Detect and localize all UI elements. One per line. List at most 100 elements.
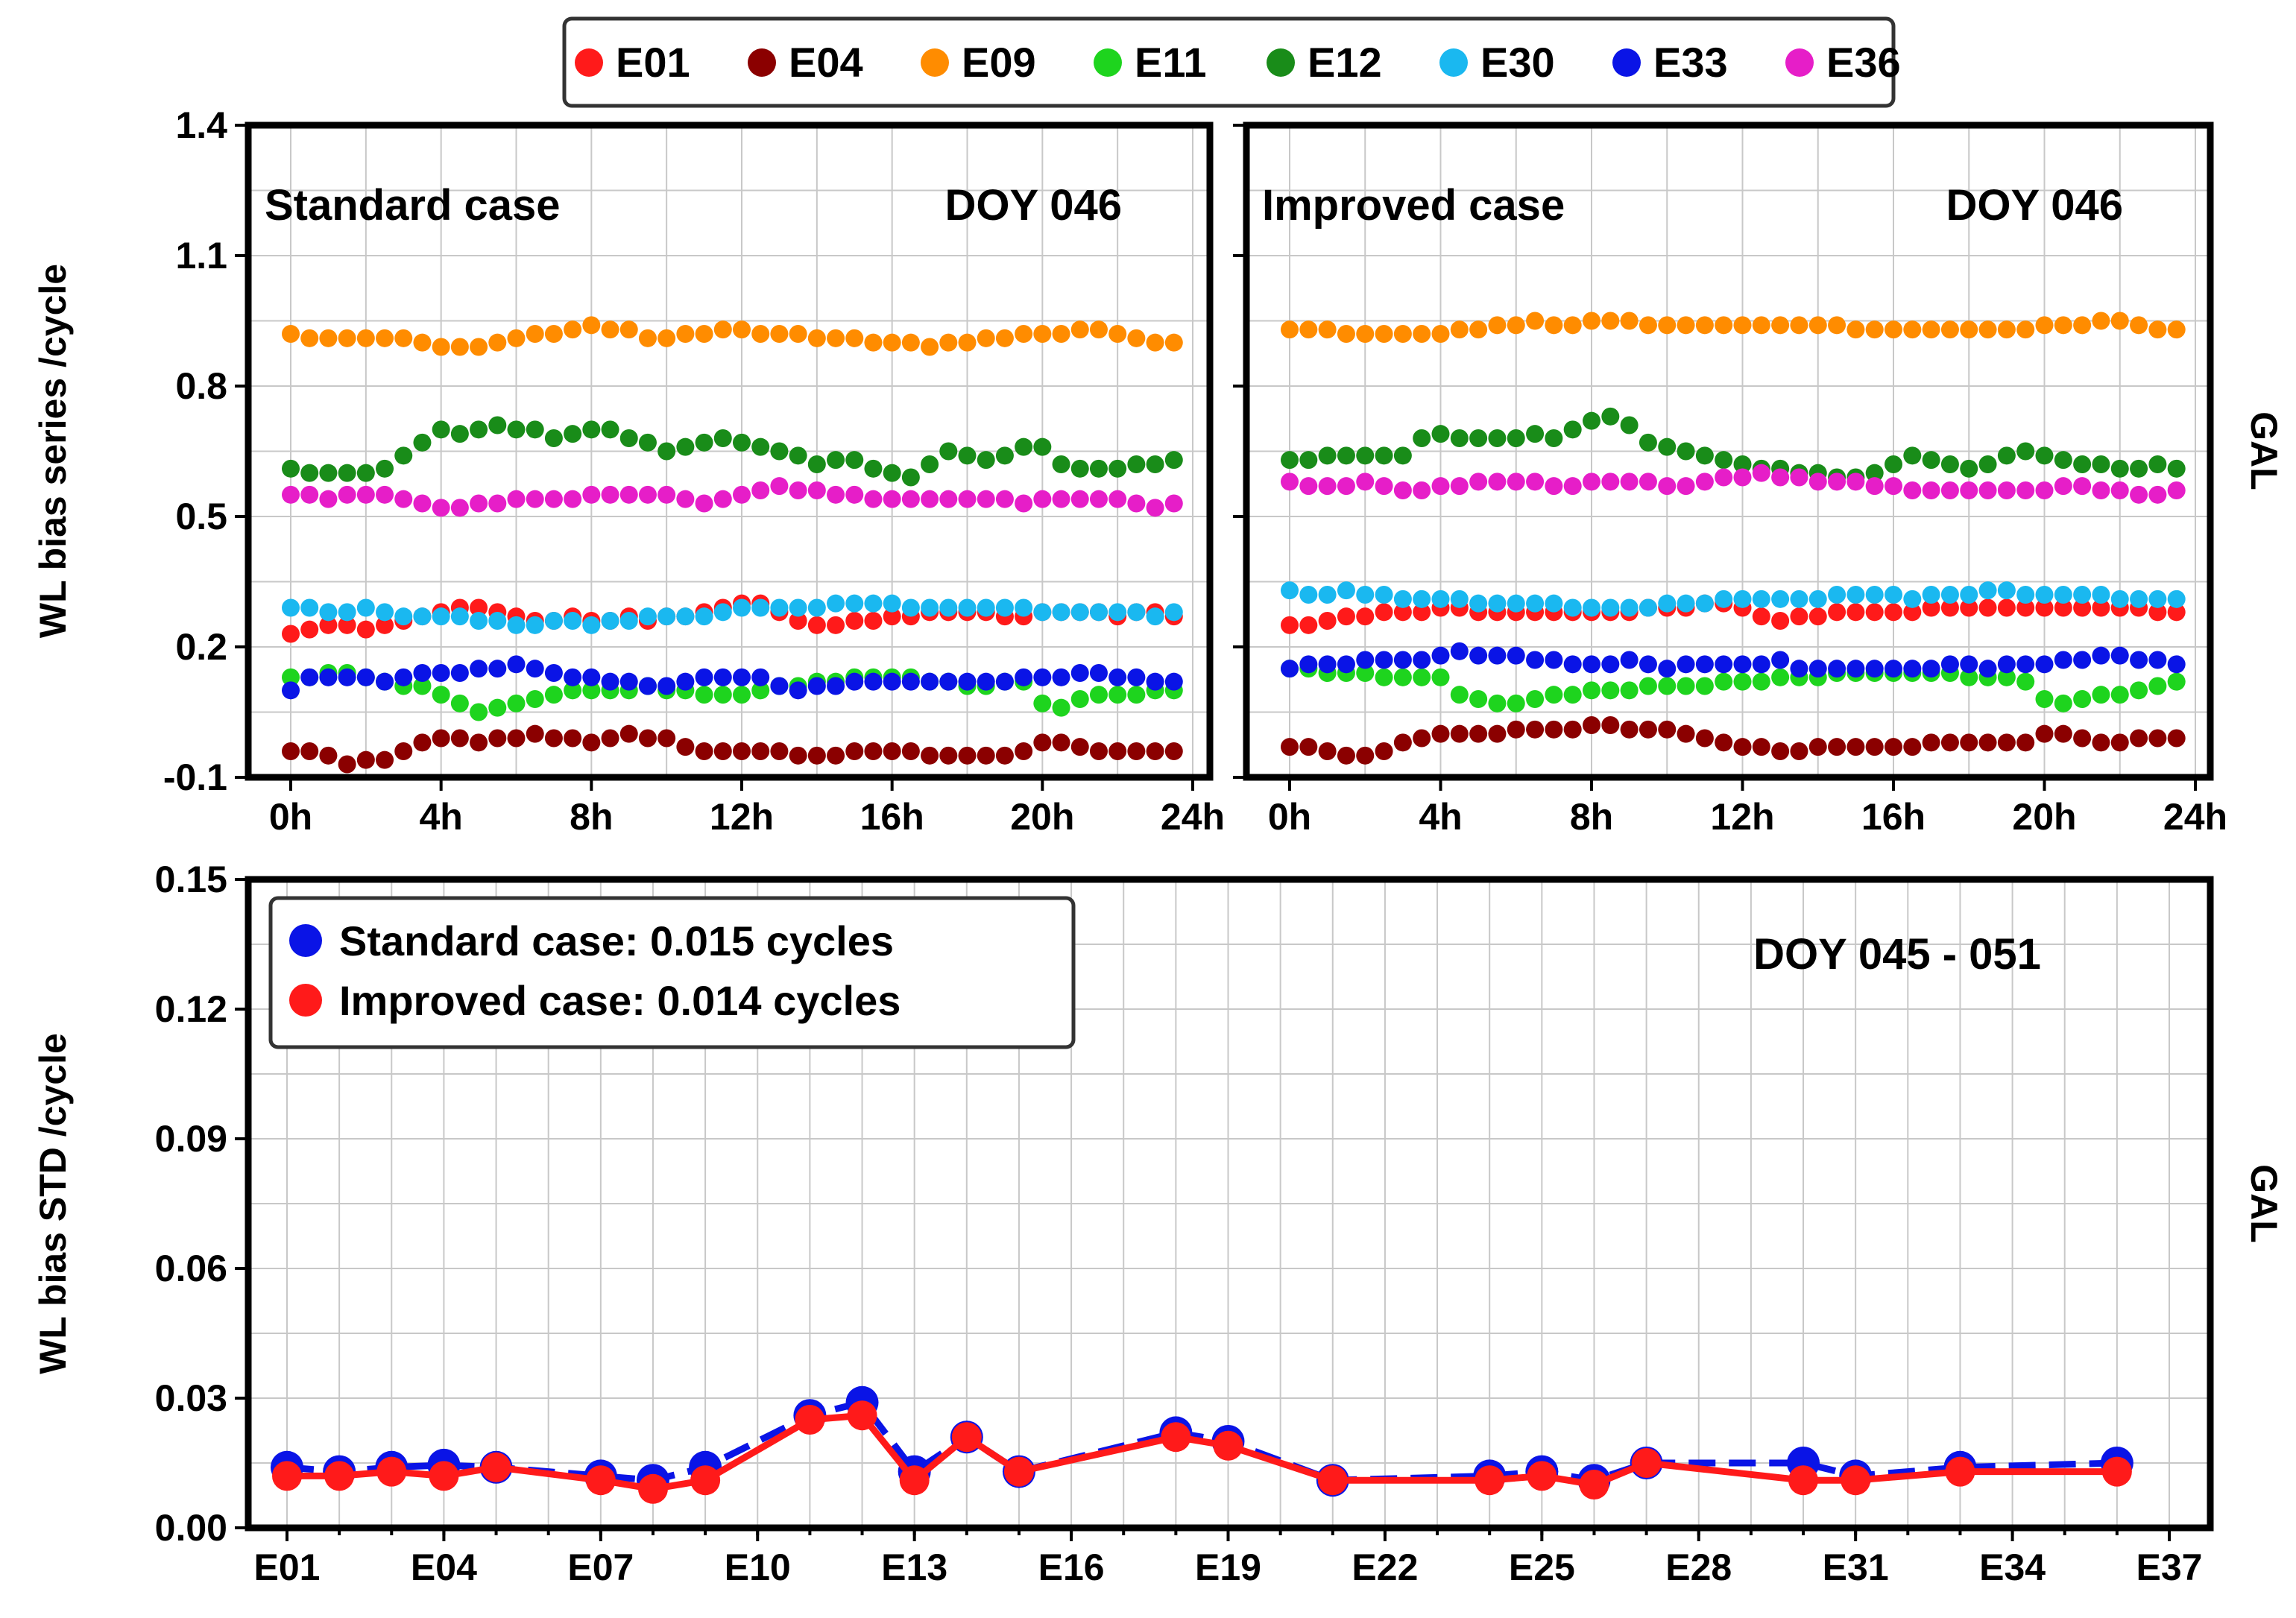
panel-standard: -0.1 0.2 0.5 0.8 1.1 1.4 0h 4h 8h 12h 16h 20h 24h St… bbox=[163, 104, 1225, 838]
point-e04 bbox=[1601, 716, 1620, 734]
point-e04 bbox=[733, 742, 751, 760]
panel-standard-frame bbox=[245, 121, 1214, 781]
point-e30 bbox=[807, 598, 826, 617]
point-e12 bbox=[1733, 455, 1752, 473]
y-tick-label: 0.8 bbox=[175, 365, 227, 407]
point-e11 bbox=[1771, 668, 1790, 686]
point-e09 bbox=[827, 329, 845, 347]
point-e30 bbox=[1752, 590, 1770, 608]
point-e12 bbox=[1033, 437, 1052, 456]
point-e01 bbox=[1885, 603, 1902, 622]
point-e30 bbox=[394, 607, 413, 626]
y-tick-label: 0.09 bbox=[155, 1118, 227, 1160]
y-tick-label: 0.2 bbox=[175, 626, 227, 668]
point-e33 bbox=[619, 672, 638, 691]
point-e09 bbox=[488, 333, 507, 352]
point-e33 bbox=[1375, 651, 1393, 669]
point-e04 bbox=[300, 742, 319, 760]
point-e30 bbox=[300, 598, 319, 617]
point-e11 bbox=[751, 681, 770, 700]
point-e33 bbox=[1281, 660, 1299, 678]
point-e09 bbox=[338, 329, 356, 347]
point-e09 bbox=[470, 338, 488, 356]
point-e36 bbox=[1526, 473, 1545, 491]
point-e33 bbox=[1356, 651, 1375, 669]
std-point-improved bbox=[481, 1452, 511, 1482]
point-e11 bbox=[1620, 681, 1639, 700]
std-point-improved bbox=[690, 1465, 721, 1496]
point-e12 bbox=[1507, 429, 1525, 447]
point-e04 bbox=[883, 742, 901, 760]
point-e11 bbox=[1695, 677, 1714, 695]
point-e09 bbox=[1752, 316, 1770, 335]
point-e33 bbox=[807, 677, 826, 695]
point-e04 bbox=[1865, 738, 1884, 756]
x-tick-label: 4h bbox=[419, 796, 462, 838]
point-e04 bbox=[789, 746, 807, 765]
x-tick-label: 12h bbox=[710, 796, 774, 838]
point-e09 bbox=[1033, 325, 1052, 343]
point-e09 bbox=[751, 325, 770, 343]
point-e30 bbox=[1393, 590, 1412, 608]
point-e30 bbox=[676, 607, 695, 626]
point-e09 bbox=[2148, 320, 2167, 339]
point-e30 bbox=[638, 607, 657, 626]
point-e04 bbox=[1903, 738, 1922, 756]
point-e33 bbox=[2167, 655, 2186, 674]
point-e04 bbox=[2130, 729, 2148, 748]
point-e30 bbox=[2054, 586, 2072, 604]
point-e12 bbox=[1469, 429, 1488, 447]
point-e33 bbox=[601, 672, 619, 691]
point-e04 bbox=[713, 742, 732, 760]
y-tick-label: 1.1 bbox=[175, 235, 227, 276]
point-e36 bbox=[1127, 494, 1146, 513]
point-e11 bbox=[1733, 672, 1752, 691]
point-e33 bbox=[1015, 668, 1033, 686]
point-e12 bbox=[807, 455, 826, 473]
point-e30 bbox=[564, 612, 582, 630]
point-e30 bbox=[770, 598, 789, 617]
x-tick-label: 16h bbox=[860, 796, 924, 838]
point-e36 bbox=[827, 485, 845, 504]
point-e12 bbox=[450, 425, 469, 443]
top-side-label: GAL bbox=[2243, 411, 2285, 490]
point-e12 bbox=[1639, 433, 1657, 452]
point-e09 bbox=[2054, 316, 2072, 335]
point-e04 bbox=[1545, 720, 1563, 739]
point-e04 bbox=[1469, 724, 1488, 743]
point-e33 bbox=[1450, 642, 1469, 660]
point-e11 bbox=[1393, 668, 1412, 686]
x-tick-label: 0h bbox=[1268, 796, 1311, 838]
point-e04 bbox=[2016, 733, 2035, 752]
point-e12 bbox=[1903, 446, 1922, 465]
point-e30 bbox=[1164, 603, 1183, 622]
point-e04 bbox=[1808, 738, 1827, 756]
point-e11 bbox=[470, 703, 488, 721]
point-e04 bbox=[338, 755, 356, 774]
point-e30 bbox=[1431, 590, 1450, 608]
point-e36 bbox=[1903, 481, 1922, 499]
point-e30 bbox=[1903, 590, 1922, 608]
std-point-improved bbox=[1841, 1465, 1871, 1496]
point-e33 bbox=[1771, 651, 1790, 669]
point-e01 bbox=[2054, 598, 2072, 617]
std-point-improved bbox=[1003, 1456, 1034, 1487]
point-e30 bbox=[526, 616, 544, 634]
point-e09 bbox=[1922, 320, 1940, 339]
point-e12 bbox=[676, 437, 695, 456]
point-e33 bbox=[1922, 660, 1940, 678]
point-e12 bbox=[2110, 459, 2129, 478]
std-point-improved bbox=[324, 1461, 355, 1491]
point-e04 bbox=[1922, 733, 1940, 752]
point-e33 bbox=[2148, 651, 2167, 669]
point-e11 bbox=[526, 690, 544, 708]
point-e01 bbox=[1790, 607, 1808, 626]
point-e11 bbox=[713, 686, 732, 704]
point-e04 bbox=[544, 729, 563, 748]
std-point-improved bbox=[2101, 1456, 2132, 1487]
point-e11 bbox=[2130, 681, 2148, 700]
point-e12 bbox=[1318, 446, 1337, 465]
x-tick-label: E04 bbox=[411, 1546, 477, 1588]
x-tick-label: 24h bbox=[1161, 796, 1225, 838]
point-e36 bbox=[2035, 481, 2054, 499]
